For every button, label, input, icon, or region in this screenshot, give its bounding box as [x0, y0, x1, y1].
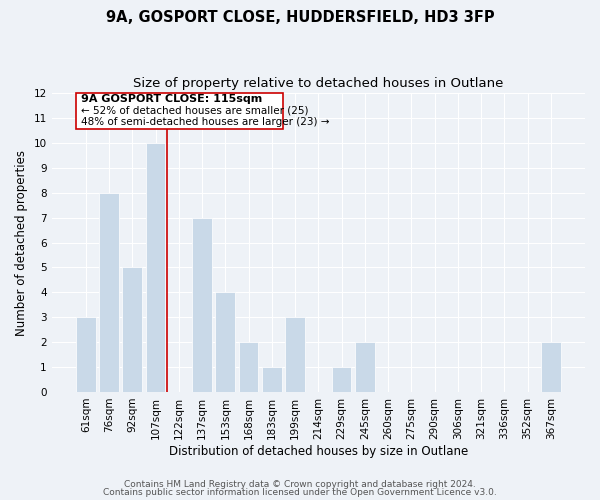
Text: ← 52% of detached houses are smaller (25): ← 52% of detached houses are smaller (25…	[81, 106, 308, 116]
Text: Contains HM Land Registry data © Crown copyright and database right 2024.: Contains HM Land Registry data © Crown c…	[124, 480, 476, 489]
Title: Size of property relative to detached houses in Outlane: Size of property relative to detached ho…	[133, 78, 503, 90]
Text: 48% of semi-detached houses are larger (23) →: 48% of semi-detached houses are larger (…	[81, 116, 329, 126]
Text: 9A, GOSPORT CLOSE, HUDDERSFIELD, HD3 3FP: 9A, GOSPORT CLOSE, HUDDERSFIELD, HD3 3FP	[106, 10, 494, 25]
Bar	[285, 317, 305, 392]
Bar	[541, 342, 561, 392]
Bar	[99, 192, 119, 392]
Bar	[215, 292, 235, 392]
Bar	[146, 143, 166, 392]
Bar	[76, 317, 95, 392]
FancyBboxPatch shape	[76, 93, 283, 129]
Y-axis label: Number of detached properties: Number of detached properties	[15, 150, 28, 336]
Bar	[355, 342, 375, 392]
Bar	[239, 342, 259, 392]
Bar	[262, 367, 282, 392]
Text: 9A GOSPORT CLOSE: 115sqm: 9A GOSPORT CLOSE: 115sqm	[81, 94, 262, 104]
Text: Contains public sector information licensed under the Open Government Licence v3: Contains public sector information licen…	[103, 488, 497, 497]
Bar	[122, 268, 142, 392]
Bar	[192, 218, 212, 392]
Bar	[332, 367, 352, 392]
X-axis label: Distribution of detached houses by size in Outlane: Distribution of detached houses by size …	[169, 444, 468, 458]
